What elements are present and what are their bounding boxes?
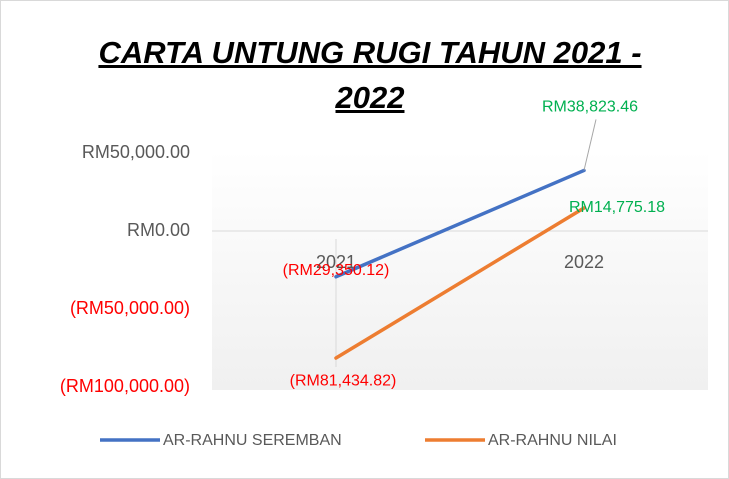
data-label: (RM81,434.82) <box>290 372 397 389</box>
data-label: (RM29,350.12) <box>283 262 390 279</box>
legend-label: AR-RAHNU SEREMBAN <box>163 432 342 449</box>
plot-area <box>212 150 708 390</box>
data-label: RM14,775.18 <box>569 199 665 216</box>
legend-label: AR-RAHNU NILAI <box>488 432 617 449</box>
y-tick-label: RM0.00 <box>127 220 190 240</box>
x-tick-label: 2022 <box>564 252 604 272</box>
data-label: RM38,823.46 <box>542 99 638 116</box>
series-line <box>334 168 586 279</box>
series-line <box>334 206 586 360</box>
y-tick-label: RM50,000.00 <box>82 142 190 162</box>
chart-title: CARTA UNTUNG RUGI TAHUN 2021 - 2022 <box>98 35 642 115</box>
x-tick-label: 2021 <box>316 252 356 272</box>
y-tick-label: (RM50,000.00) <box>70 298 190 318</box>
leader-line <box>583 119 597 171</box>
y-tick-label: (RM100,000.00) <box>60 376 190 396</box>
